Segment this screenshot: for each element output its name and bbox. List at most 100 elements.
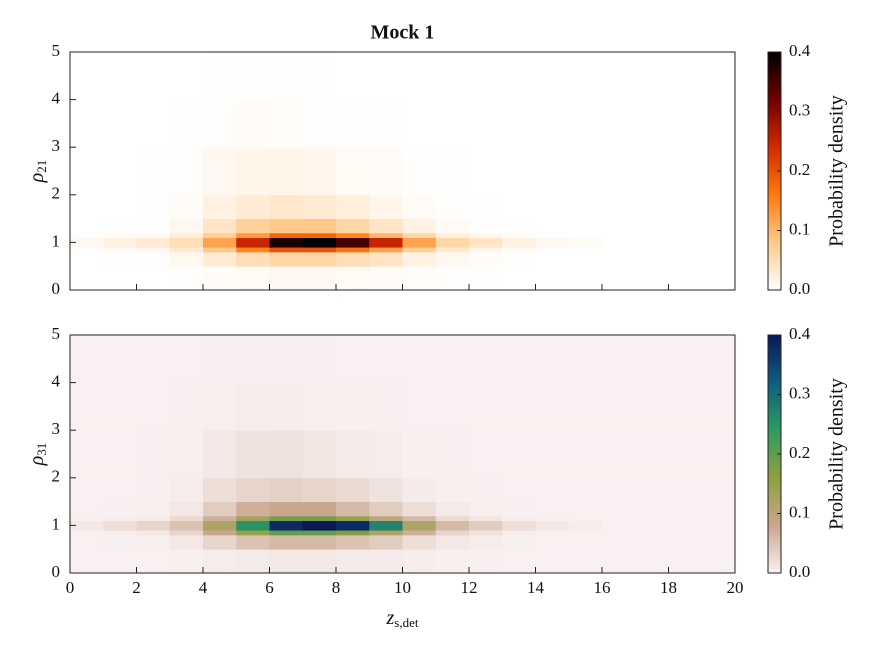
heat-cell (469, 501, 503, 517)
heat-cell (435, 501, 470, 517)
heat-cell (169, 194, 204, 219)
heat-cell (635, 382, 669, 431)
heat-cell (336, 147, 370, 196)
heat-cell (469, 237, 503, 248)
y-tick-label: 0 (52, 562, 61, 581)
x-tick-label: 12 (461, 578, 478, 597)
heat-cell (635, 247, 669, 253)
heat-cell (136, 520, 171, 531)
heat-cell (302, 52, 337, 100)
colorbar-tick-label: 0.1 (789, 219, 810, 238)
heat-cell (236, 530, 270, 536)
heat-cell (369, 501, 403, 517)
heat-cell (701, 52, 736, 100)
heat-cell (136, 194, 171, 219)
heat-cell (701, 99, 736, 148)
heat-cell (336, 430, 370, 479)
heat-cell (435, 534, 470, 550)
heat-cell (236, 549, 270, 574)
heat-cell (369, 237, 403, 248)
heat-cell (336, 237, 370, 248)
heat-cell (302, 382, 337, 431)
heat-cell (169, 430, 204, 479)
heat-cell (502, 147, 536, 196)
heat-cell (70, 99, 104, 148)
heat-cell (568, 549, 603, 574)
heat-cell (635, 515, 669, 522)
heat-cell (369, 247, 403, 253)
heat-cell (103, 147, 137, 196)
heat-cell (169, 501, 204, 517)
heat-cell (236, 99, 270, 148)
heat-cell (602, 99, 636, 148)
heat-cell (103, 52, 137, 100)
colorbar-tick-label: 0.3 (789, 100, 810, 119)
heat-cell (369, 99, 403, 148)
y-tick-label: 1 (52, 231, 61, 250)
heat-cell (302, 534, 337, 550)
heat-cell (402, 430, 437, 479)
heat-cell (136, 247, 171, 253)
heat-cell (269, 237, 304, 248)
heat-cell (203, 232, 237, 239)
heat-cell (236, 251, 270, 267)
heat-cell (336, 251, 370, 267)
heat-cell (236, 232, 270, 239)
heat-cell (502, 382, 536, 431)
heat-cell (302, 99, 337, 148)
heat-cell (70, 549, 104, 574)
x-axis-label-main: z (386, 607, 395, 629)
heat-cell (701, 501, 736, 517)
heat-cell (435, 530, 470, 536)
heat-cell (103, 549, 137, 574)
heat-cell (369, 520, 403, 531)
heat-cell (136, 534, 171, 550)
heat-cell (469, 549, 503, 574)
heat-cell (103, 266, 137, 291)
heat-cell (568, 251, 603, 267)
heat-cell (236, 247, 270, 253)
heat-cell (435, 194, 470, 219)
heat-cell (136, 549, 171, 574)
heat-cell (502, 251, 536, 267)
heat-cell (469, 382, 503, 431)
heat-cell (70, 430, 104, 479)
heat-cell (701, 232, 736, 239)
heat-cell (535, 430, 570, 479)
heat-cell (236, 477, 270, 502)
heat-cell (203, 501, 237, 517)
heat-cell (568, 147, 603, 196)
heat-cell (668, 382, 703, 431)
heat-cell (103, 534, 137, 550)
heat-cell (269, 515, 304, 522)
heat-cell (635, 430, 669, 479)
heat-cell (668, 549, 703, 574)
heat-cell (336, 266, 370, 291)
heat-cell (236, 501, 270, 517)
heat-cell (103, 430, 137, 479)
heat-cell (469, 52, 503, 100)
y-tick-label: 0 (52, 279, 61, 298)
heat-cell (103, 251, 137, 267)
heat-cell (502, 52, 536, 100)
heat-cell (435, 237, 470, 248)
heat-cell (535, 477, 570, 502)
heat-cell (169, 382, 204, 431)
heat-cell (236, 194, 270, 219)
heat-cell (435, 520, 470, 531)
heat-cell (369, 530, 403, 536)
heat-cell (136, 530, 171, 536)
heat-cell (668, 99, 703, 148)
heat-cell (602, 218, 636, 234)
heat-cell (103, 501, 137, 517)
heat-cell (203, 430, 237, 479)
heat-cell (402, 549, 437, 574)
heat-cell (302, 501, 337, 517)
y-tick-label: 2 (52, 184, 61, 203)
heat-cell (269, 382, 304, 431)
heat-cell (203, 218, 237, 234)
heat-cell (469, 232, 503, 239)
heat-cell (469, 266, 503, 291)
heat-cell (402, 147, 437, 196)
